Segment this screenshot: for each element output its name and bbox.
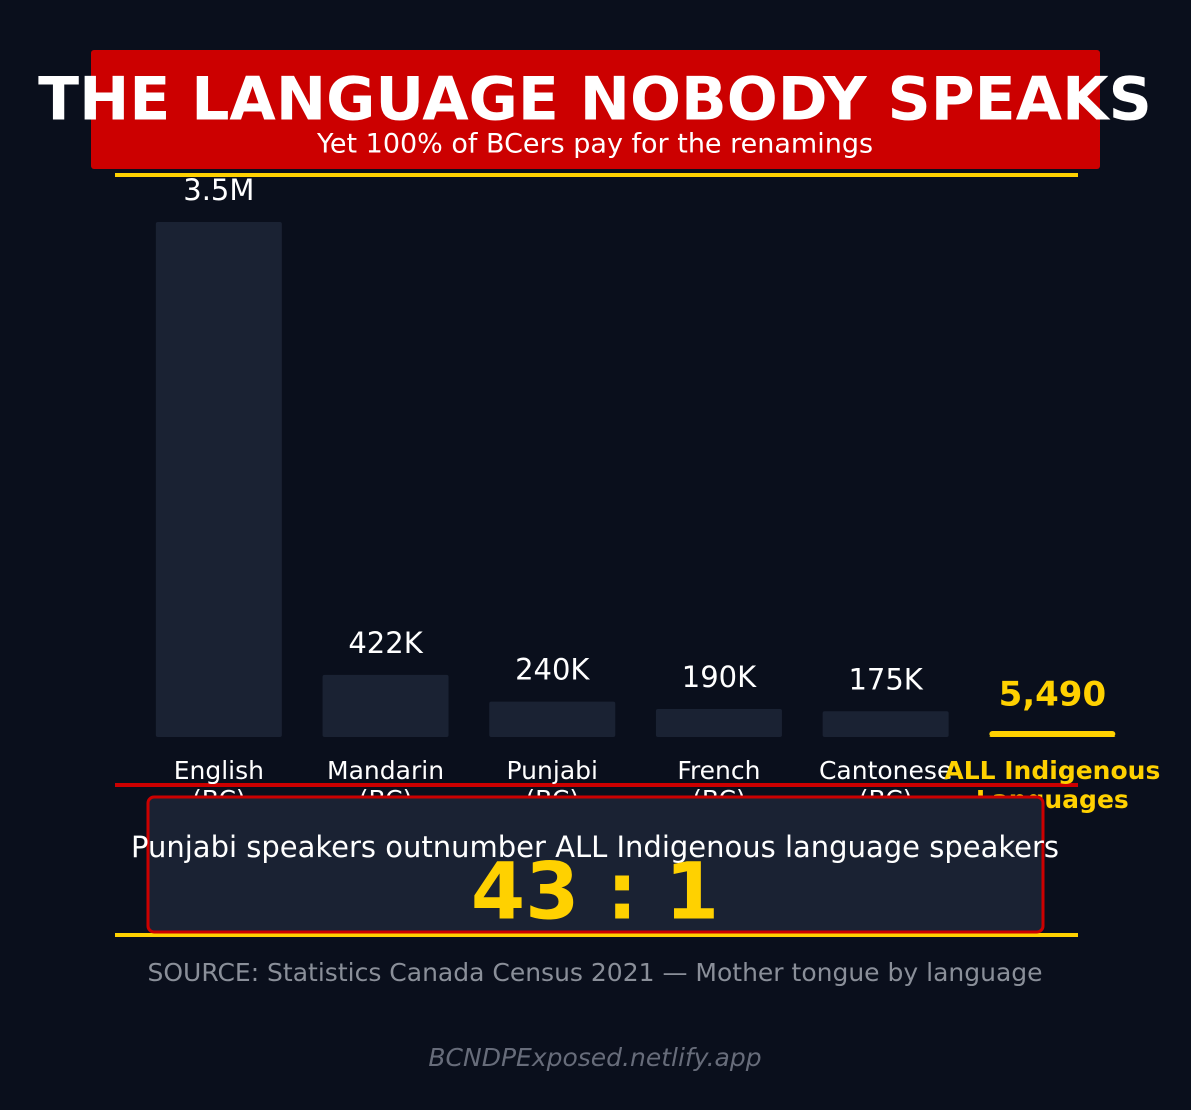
value-label: 422K [348,626,423,660]
bar [489,701,616,737]
value-label: 190K [682,660,757,694]
callout-text: Punjabi speakers outnumber ALL Indigenou… [131,830,1059,864]
source: SOURCE: Statistics Canada Census 2021 — … [147,958,1042,987]
callout-ratio: 43 : 1 [471,847,719,937]
chart-subtitle: Yet 100% of BCers pay for the renamings [316,129,873,160]
value-label: 240K [515,653,590,687]
bar [822,711,949,737]
x-tick-label: ALL Indigenous Languages [944,756,1160,814]
callout-box [146,795,1045,934]
bar [155,222,282,737]
chart-title: THE LANGUAGE NOBODY SPEAKS [38,65,1152,135]
bar [655,709,782,737]
footer: BCNDPExposed.netlify.app [428,1043,761,1072]
value-label: 3.5M [183,173,254,207]
title-banner [91,50,1100,169]
bar [322,674,449,737]
value-label: 5,490 [999,675,1107,715]
value-label: 175K [848,662,923,696]
